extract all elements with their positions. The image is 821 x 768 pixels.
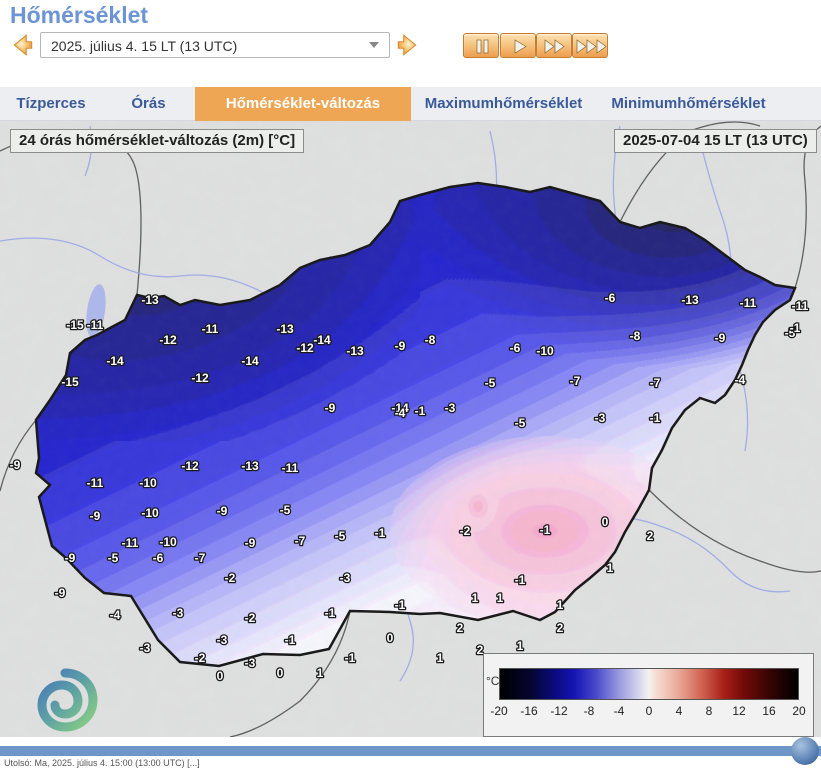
svg-text:-4: -4 <box>395 406 406 420</box>
svg-text:-1: -1 <box>540 523 551 537</box>
svg-text:2: 2 <box>457 621 464 635</box>
svg-text:-7: -7 <box>570 374 581 388</box>
svg-text:-8: -8 <box>425 333 436 347</box>
svg-text:-10: -10 <box>159 535 177 549</box>
svg-text:-6: -6 <box>153 551 164 565</box>
svg-text:-13: -13 <box>141 293 159 307</box>
svg-text:-13: -13 <box>276 322 294 336</box>
svg-text:-12: -12 <box>159 333 177 347</box>
svg-text:-13: -13 <box>241 459 259 473</box>
svg-text:-11: -11 <box>122 536 139 550</box>
svg-text:-1: -1 <box>325 606 336 620</box>
svg-text:-5: -5 <box>280 503 291 517</box>
svg-text:-9: -9 <box>90 509 101 523</box>
svg-text:-9: -9 <box>65 551 76 565</box>
svg-text:-11: -11 <box>87 318 104 332</box>
svg-text:-1: -1 <box>515 573 526 587</box>
svg-text:-1: -1 <box>395 598 406 612</box>
svg-text:-3: -3 <box>217 633 228 647</box>
svg-text:-7: -7 <box>195 551 206 565</box>
svg-text:-11: -11 <box>740 296 757 310</box>
svg-text:-3: -3 <box>140 641 151 655</box>
svg-text:0: 0 <box>602 515 609 529</box>
svg-text:-7: -7 <box>650 376 661 390</box>
svg-text:-6: -6 <box>510 341 521 355</box>
svg-text:-12: -12 <box>181 459 199 473</box>
svg-text:-1: -1 <box>345 651 356 665</box>
svg-text:-4: -4 <box>735 373 746 387</box>
svg-text:-5: -5 <box>485 376 496 390</box>
svg-text:-12: -12 <box>296 341 314 355</box>
svg-text:2: 2 <box>557 621 564 635</box>
svg-text:-9: -9 <box>245 536 256 550</box>
svg-text:1: 1 <box>557 598 564 612</box>
svg-text:-7: -7 <box>295 534 306 548</box>
svg-text:-3: -3 <box>595 411 606 425</box>
svg-text:-5: -5 <box>515 416 526 430</box>
svg-text:-10: -10 <box>536 344 554 358</box>
svg-text:-2: -2 <box>460 524 471 538</box>
svg-text:1: 1 <box>437 651 444 665</box>
svg-text:-8: -8 <box>630 329 641 343</box>
svg-text:-3: -3 <box>445 401 456 415</box>
svg-text:-1: -1 <box>375 526 386 540</box>
svg-text:-5: -5 <box>108 551 119 565</box>
svg-text:-11: -11 <box>792 299 809 313</box>
svg-text:-14: -14 <box>313 333 331 347</box>
svg-text:-2: -2 <box>245 611 256 625</box>
svg-text:1: 1 <box>472 591 479 605</box>
svg-text:-12: -12 <box>191 371 209 385</box>
svg-text:-9: -9 <box>395 339 406 353</box>
svg-text:-1: -1 <box>650 411 661 425</box>
svg-text:-2: -2 <box>195 651 206 665</box>
svg-text:-11: -11 <box>87 476 104 490</box>
svg-text:1: 1 <box>317 666 324 680</box>
svg-text:0: 0 <box>277 666 284 680</box>
svg-text:0: 0 <box>217 669 224 683</box>
svg-text:-15: -15 <box>61 375 79 389</box>
svg-text:-14: -14 <box>106 354 124 368</box>
svg-text:-4: -4 <box>110 608 121 622</box>
svg-text:-2: -2 <box>225 571 236 585</box>
svg-text:-11: -11 <box>202 322 219 336</box>
svg-text:-15: -15 <box>66 318 84 332</box>
svg-text:-13: -13 <box>681 293 699 307</box>
svg-text:-9: -9 <box>10 458 21 472</box>
svg-text:-3: -3 <box>173 606 184 620</box>
svg-text:-1: -1 <box>415 404 426 418</box>
svg-text:-6: -6 <box>605 291 616 305</box>
svg-text:-9: -9 <box>217 504 228 518</box>
svg-text:-3: -3 <box>340 571 351 585</box>
svg-text:-9: -9 <box>325 401 336 415</box>
svg-text:-11: -11 <box>282 461 299 475</box>
svg-text:-10: -10 <box>141 506 159 520</box>
svg-text:-1: -1 <box>790 321 801 335</box>
svg-text:-3: -3 <box>245 656 256 670</box>
svg-text:1: 1 <box>497 591 504 605</box>
svg-text:1: 1 <box>607 561 614 575</box>
svg-text:-9: -9 <box>715 331 726 345</box>
svg-text:-5: -5 <box>335 529 346 543</box>
svg-text:-13: -13 <box>346 344 364 358</box>
svg-text:-9: -9 <box>55 586 66 600</box>
svg-text:0: 0 <box>387 631 394 645</box>
svg-text:-1: -1 <box>285 633 296 647</box>
svg-text:2: 2 <box>647 529 654 543</box>
svg-text:-14: -14 <box>241 354 259 368</box>
svg-text:-10: -10 <box>139 476 157 490</box>
svg-text:1: 1 <box>517 639 524 653</box>
